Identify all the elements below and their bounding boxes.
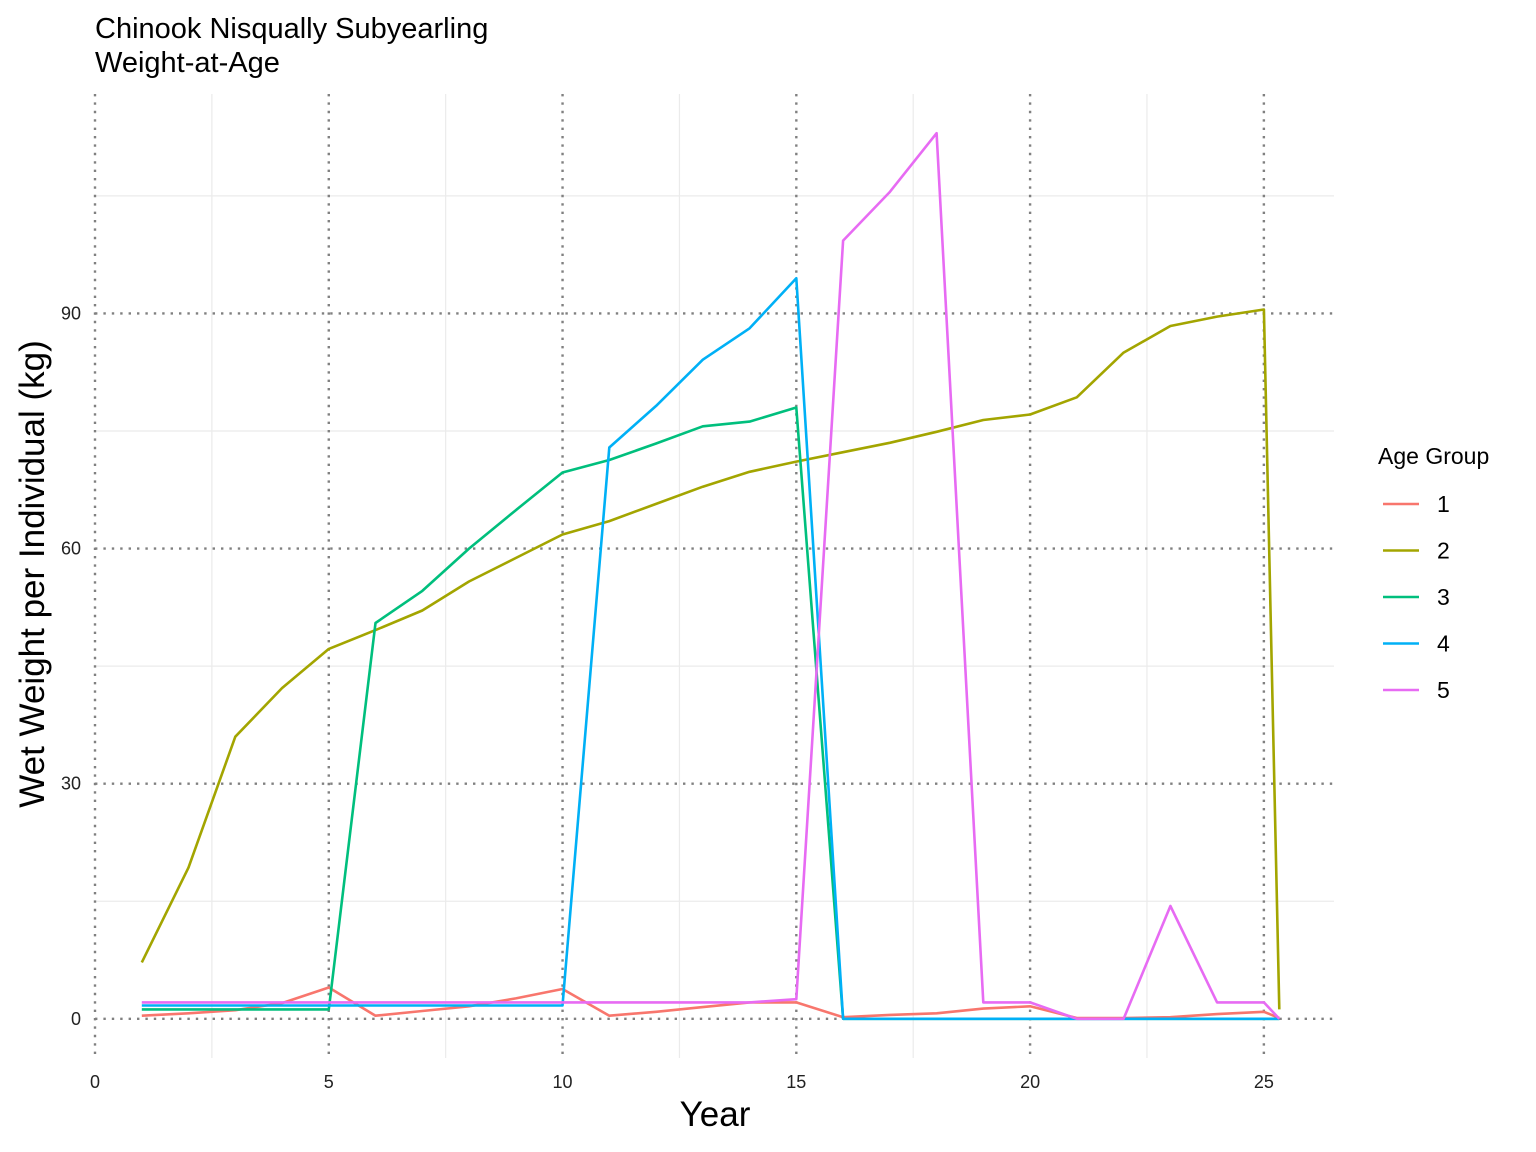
x-tick-label: 10 xyxy=(553,1072,573,1092)
y-axis-tick-labels: 0 30 60 90 xyxy=(61,303,81,1028)
x-axis-tick-labels: 0 5 10 15 20 25 xyxy=(90,1072,1274,1092)
major-gridlines xyxy=(93,94,1334,1058)
legend-label-age-group-2: 2 xyxy=(1437,538,1450,564)
series-line-age-group-5 xyxy=(141,131,1281,1021)
x-axis-title: Year xyxy=(680,1095,751,1134)
x-tick-label: 20 xyxy=(1020,1072,1040,1092)
legend-label-age-group-3: 3 xyxy=(1437,584,1450,610)
legend-title: Age Group xyxy=(1378,443,1489,469)
x-tick-label: 15 xyxy=(786,1072,806,1092)
series-line-age-group-2 xyxy=(140,308,1281,1010)
x-tick-label: 25 xyxy=(1254,1072,1274,1092)
legend-items: 1 2 3 4 5 xyxy=(1383,491,1450,703)
series-line-age-group-3 xyxy=(141,406,1280,1021)
plot-panel xyxy=(93,94,1334,1058)
legend-label-age-group-5: 5 xyxy=(1437,677,1450,703)
y-tick-label: 0 xyxy=(71,1009,81,1029)
y-axis-title: Wet Weight per Individual (kg) xyxy=(13,340,52,808)
legend-label-age-group-4: 4 xyxy=(1437,631,1450,657)
chart-subtitle: Weight-at-Age xyxy=(95,47,280,79)
legend-label-age-group-1: 1 xyxy=(1437,491,1450,517)
x-tick-label: 5 xyxy=(324,1072,334,1092)
minor-gridlines xyxy=(95,94,1334,1058)
series-lines xyxy=(140,131,1281,1021)
series-line-age-group-4 xyxy=(141,276,1280,1021)
legend: Age Group 1 2 3 4 5 xyxy=(1378,443,1489,703)
y-tick-label: 60 xyxy=(61,539,81,559)
y-tick-label: 30 xyxy=(61,774,81,794)
y-tick-label: 90 xyxy=(61,303,81,323)
chart-title: Chinook Nisqually Subyearling xyxy=(95,13,488,45)
x-tick-label: 0 xyxy=(90,1072,100,1092)
